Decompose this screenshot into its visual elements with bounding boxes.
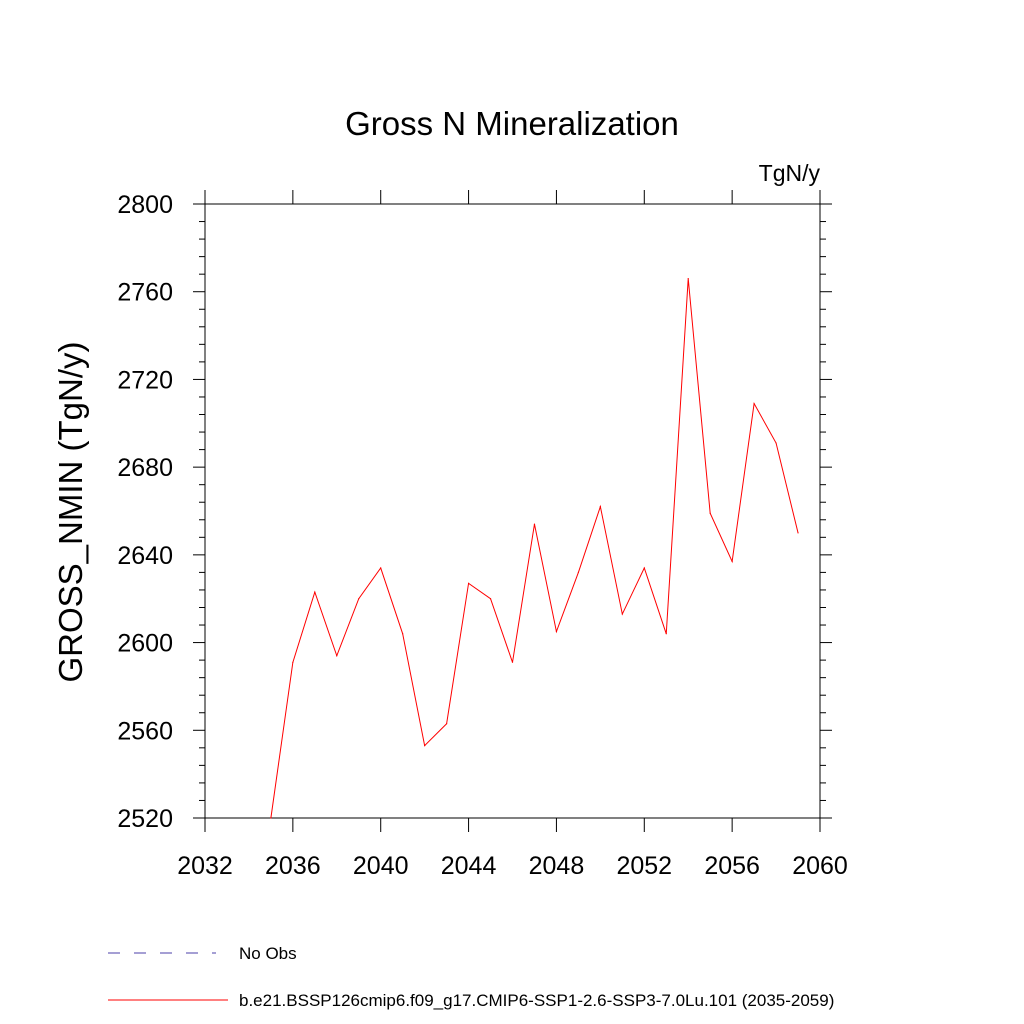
series-point bbox=[555, 631, 558, 633]
series-point bbox=[446, 723, 448, 725]
series-point bbox=[599, 506, 601, 508]
y-tick-label: 2520 bbox=[117, 805, 173, 833]
y-tick-label: 2640 bbox=[117, 542, 173, 570]
series-point bbox=[467, 582, 470, 584]
chart-title: Gross N Mineralization bbox=[345, 105, 679, 142]
units-label: TgN/y bbox=[759, 160, 821, 186]
series-point bbox=[336, 655, 338, 657]
axis-ticks bbox=[193, 190, 832, 832]
y-tick-label: 2800 bbox=[117, 191, 173, 219]
series-point bbox=[380, 567, 382, 569]
y-tick-label: 2680 bbox=[117, 454, 173, 482]
series-point bbox=[731, 560, 733, 563]
x-tick-label: 2060 bbox=[792, 852, 848, 880]
series-point bbox=[577, 571, 579, 574]
series-point bbox=[358, 598, 360, 600]
series-layer bbox=[270, 277, 799, 819]
y-tick-label: 2560 bbox=[117, 717, 173, 745]
series-point bbox=[292, 661, 294, 663]
series-point bbox=[533, 523, 536, 525]
x-tick-label: 2052 bbox=[616, 852, 672, 880]
series-point bbox=[489, 598, 492, 600]
series-point bbox=[687, 277, 689, 280]
series-point bbox=[424, 745, 426, 747]
y-tick-label: 2720 bbox=[117, 366, 173, 394]
series-point bbox=[270, 817, 272, 819]
x-tick-label: 2048 bbox=[529, 852, 585, 880]
legend: No Obs b.e21.BSSP126cmip6.f09_g17.CMIP6-… bbox=[108, 944, 834, 1010]
series-point bbox=[753, 402, 755, 405]
series-point bbox=[402, 633, 404, 635]
y-tick-labels: 2520 2560 2600 2640 2680 2720 2760 2800 bbox=[117, 191, 173, 833]
x-tick-labels: 2032 2036 2040 2044 2048 2052 2056 2060 bbox=[177, 852, 848, 880]
series-point bbox=[797, 532, 799, 534]
series-point bbox=[511, 661, 514, 663]
legend-label-no-obs: No Obs bbox=[239, 944, 297, 963]
series-point bbox=[621, 613, 623, 615]
series-point bbox=[643, 567, 645, 569]
series-line-0 bbox=[270, 278, 799, 819]
y-tick-label: 2760 bbox=[117, 279, 173, 307]
y-tick-label: 2600 bbox=[117, 630, 173, 658]
y-axis-label: GROSS_NMIN (TgN/y) bbox=[52, 341, 89, 682]
x-tick-label: 2056 bbox=[704, 852, 760, 880]
series-point bbox=[314, 591, 316, 593]
series-point bbox=[775, 442, 777, 444]
x-tick-label: 2036 bbox=[265, 852, 321, 880]
x-tick-label: 2044 bbox=[441, 852, 497, 880]
series-point bbox=[665, 633, 667, 635]
series-point bbox=[709, 512, 711, 514]
plot-frame bbox=[204, 203, 821, 819]
x-tick-label: 2040 bbox=[353, 852, 409, 880]
x-tick-label: 2032 bbox=[177, 852, 233, 880]
legend-label-model-run: b.e21.BSSP126cmip6.f09_g17.CMIP6-SSP1-2.… bbox=[239, 991, 834, 1010]
